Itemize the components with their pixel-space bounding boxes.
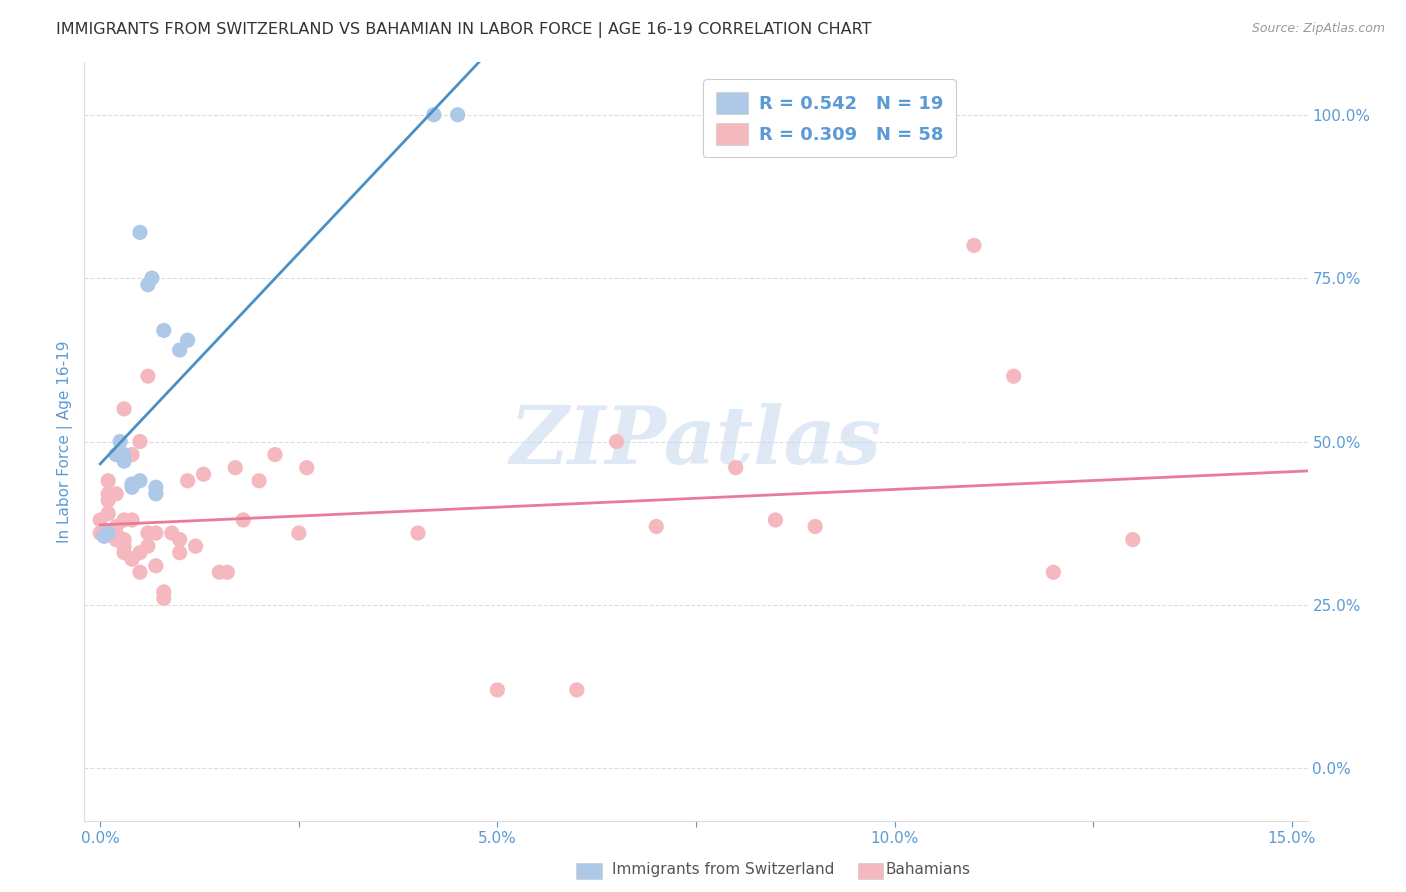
Point (112, 539, 135, 553)
Point (152, 591, 174, 606)
Point (112, 513, 135, 527)
Point (264, 448, 287, 462)
Point (136, 369, 159, 384)
Point (105, 519, 128, 533)
Point (141, 271, 163, 285)
Point (121, 448, 143, 462)
Point (112, 533, 135, 547)
Point (136, 539, 159, 553)
Point (145, 480, 167, 494)
Point (105, 448, 128, 462)
Point (152, 323, 174, 337)
Point (208, 566, 231, 580)
Text: ZIPatlas: ZIPatlas (510, 403, 882, 480)
Point (295, 460, 318, 475)
Point (97, 507, 120, 521)
Point (93, 529, 115, 543)
Point (121, 477, 143, 491)
Point (97, 487, 120, 501)
Point (423, 108, 446, 122)
Point (486, 682, 509, 697)
Point (112, 401, 135, 416)
Text: IMMIGRANTS FROM SWITZERLAND VS BAHAMIAN IN LABOR FORCE | AGE 16-19 CORRELATION C: IMMIGRANTS FROM SWITZERLAND VS BAHAMIAN … (56, 22, 872, 38)
Point (232, 513, 254, 527)
Point (105, 533, 128, 547)
Point (121, 480, 143, 494)
Point (169, 533, 191, 547)
Point (108, 434, 131, 449)
Point (121, 513, 143, 527)
Point (129, 226, 152, 240)
Point (447, 108, 470, 122)
Text: Bahamians: Bahamians (886, 863, 970, 877)
Point (145, 487, 167, 501)
Point (1122, 533, 1144, 547)
Point (112, 454, 135, 468)
Point (288, 526, 311, 541)
Point (184, 539, 207, 553)
Point (169, 546, 191, 560)
Point (606, 434, 628, 449)
Point (105, 526, 128, 541)
Point (97, 493, 120, 508)
Point (1042, 566, 1064, 580)
Point (217, 566, 239, 580)
Point (145, 558, 167, 573)
Point (193, 467, 215, 482)
Point (129, 566, 152, 580)
Point (1002, 369, 1025, 384)
Point (145, 526, 167, 541)
Point (136, 277, 159, 292)
Point (176, 474, 198, 488)
Point (129, 546, 152, 560)
Point (105, 487, 128, 501)
Point (89, 513, 111, 527)
Text: Immigrants from Switzerland: Immigrants from Switzerland (612, 863, 834, 877)
Point (136, 526, 159, 541)
Point (129, 434, 152, 449)
Point (112, 546, 135, 560)
Point (724, 460, 747, 475)
Point (129, 474, 152, 488)
Point (121, 552, 143, 566)
Point (97, 474, 120, 488)
Y-axis label: In Labor Force | Age 16-19: In Labor Force | Age 16-19 (58, 340, 73, 543)
Point (645, 519, 668, 533)
Point (224, 460, 246, 475)
Point (565, 682, 588, 697)
Legend: R = 0.542   N = 19, R = 0.309   N = 58: R = 0.542 N = 19, R = 0.309 N = 58 (703, 79, 956, 157)
Point (247, 474, 270, 488)
Point (152, 585, 174, 599)
Point (406, 526, 429, 541)
Point (169, 343, 191, 357)
Point (804, 519, 827, 533)
Text: Source: ZipAtlas.com: Source: ZipAtlas.com (1251, 22, 1385, 36)
Point (97, 526, 120, 541)
Point (112, 448, 135, 462)
Point (176, 333, 198, 347)
Point (89, 526, 111, 541)
Point (763, 513, 786, 527)
Point (160, 526, 183, 541)
Point (963, 238, 986, 252)
